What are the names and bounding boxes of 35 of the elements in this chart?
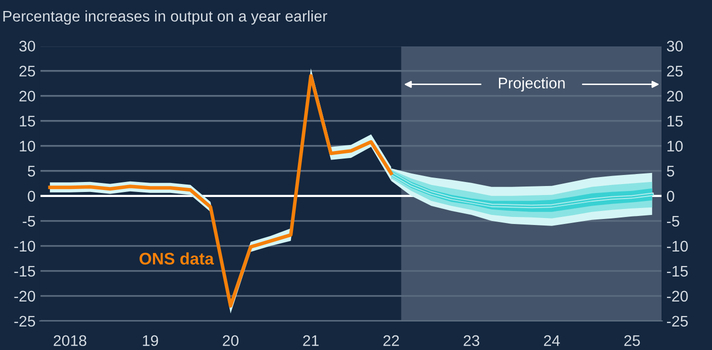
x-tick-label: 2018 — [54, 335, 86, 346]
x-tick-label: 22 — [383, 335, 399, 346]
y-tick-label: -20 — [14, 290, 36, 302]
x-tick-label: 20 — [222, 335, 238, 346]
y-tick-label: 20 — [19, 90, 36, 102]
x-tick-label: 19 — [142, 335, 158, 346]
y-tick-label: 10 — [20, 140, 36, 152]
y2-tick-label: -20 — [667, 290, 688, 302]
y-tick-label: 25 — [19, 66, 36, 77]
series-label: ONS data — [140, 252, 214, 265]
y2-tick-label: 25 — [667, 66, 683, 77]
chart-title: Percentage increases in output on a year earlier — [3, 10, 328, 25]
x-tick-label: 24 — [544, 335, 560, 346]
y-tick-label: 0 — [28, 190, 36, 202]
annotation: Projection — [498, 77, 565, 92]
y2-tick-label: 5 — [666, 166, 674, 177]
y2-tick-label: 30 — [666, 40, 683, 52]
y2-tick-label: 15 — [667, 116, 683, 127]
y-tick-label: -25 — [14, 316, 36, 327]
y2-tick-label: -25 — [667, 316, 688, 327]
y-tick-label: -15 — [14, 266, 36, 277]
x-tick-label: 21 — [303, 335, 319, 346]
y-tick-label: 5 — [28, 166, 36, 177]
y2-tick-label: -10 — [667, 240, 688, 252]
x-tick-label: 23 — [464, 335, 480, 346]
y2-tick-label: 20 — [667, 90, 683, 102]
y2-tick-label: 10 — [667, 140, 683, 152]
y2-tick-label: -15 — [667, 266, 688, 277]
x-tick-label: 25 — [624, 335, 640, 346]
y-tick-label: -10 — [14, 240, 36, 252]
y2-tick-label: -5 — [667, 216, 680, 227]
y-tick-label: 15 — [20, 116, 36, 127]
y-tick-label: -5 — [22, 216, 36, 227]
y-tick-label: 30 — [19, 40, 36, 52]
y2-tick-label: 0 — [666, 190, 674, 202]
